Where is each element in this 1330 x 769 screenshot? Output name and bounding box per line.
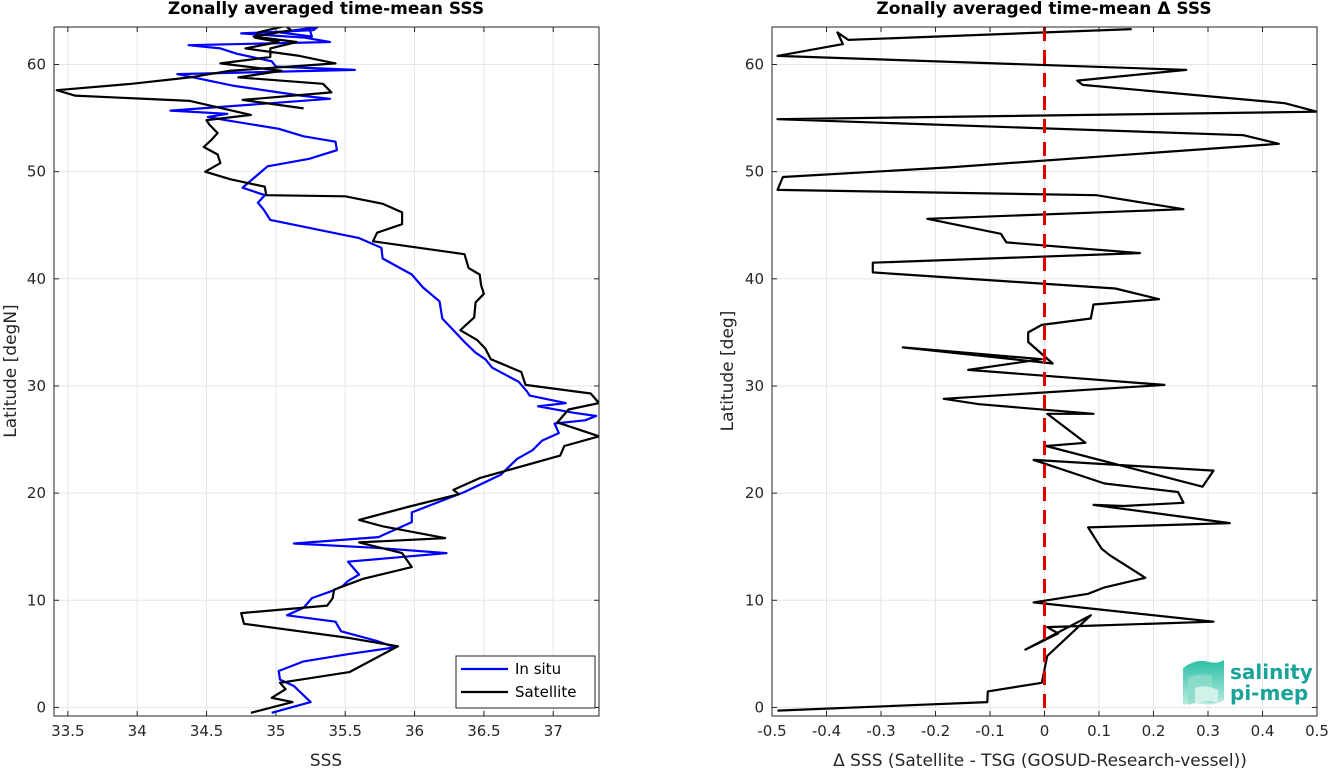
y-tick-label: 30 bbox=[27, 377, 46, 395]
x-tick-label: 36 bbox=[405, 722, 424, 740]
y-tick-label: 30 bbox=[745, 377, 764, 395]
x-tick-label: -0.2 bbox=[921, 722, 950, 740]
legend-box bbox=[455, 655, 596, 709]
x-tick-label: 36.5 bbox=[467, 722, 500, 740]
y-tick-label: 0 bbox=[754, 698, 764, 716]
y-tick-label: 10 bbox=[745, 591, 764, 609]
logo-mark-icon bbox=[1183, 660, 1224, 705]
y-tick-label: 0 bbox=[36, 698, 46, 716]
series-line-satellite bbox=[55, 27, 599, 714]
y-tick-label: 40 bbox=[27, 270, 46, 288]
y-tick-label: 20 bbox=[745, 484, 764, 502]
series-line-in-situ bbox=[169, 27, 598, 714]
left-chart-title: Zonally averaged time-mean SSS bbox=[168, 0, 484, 19]
logo-text-pi-mep: pi-mep bbox=[1230, 681, 1308, 705]
y-tick-label: 50 bbox=[27, 163, 46, 181]
y-tick-label: 60 bbox=[27, 56, 46, 74]
y-tick-label: 10 bbox=[27, 591, 46, 609]
x-tick-label: 34.5 bbox=[190, 722, 223, 740]
left-grid bbox=[54, 27, 599, 716]
y-tick-label: 60 bbox=[745, 56, 764, 74]
x-tick-label: 0.4 bbox=[1251, 722, 1275, 740]
y-tick-label: 50 bbox=[745, 163, 764, 181]
left-series-group bbox=[55, 27, 599, 714]
x-tick-label: 0.2 bbox=[1142, 722, 1166, 740]
left-y-axis-label: Latitude [degN] bbox=[1, 304, 21, 437]
x-tick-label: 37 bbox=[544, 722, 563, 740]
right-chart-panel: -0.5 -0.4 -0.3 -0.2 -0.1 0 0.1 0.2 0.3 0.4 0.5 0 10 2… bbox=[718, 0, 1329, 769]
left-chart-panel: 33.5 34 34.5 35 35.5 36 36.5 37 0 10 20 30 40 50 60 Zo… bbox=[1, 0, 600, 769]
x-tick-label: -0.3 bbox=[866, 722, 895, 740]
right-y-axis-label: Latitude [deg] bbox=[718, 311, 738, 432]
y-tick-label: 20 bbox=[27, 484, 46, 502]
x-tick-label: 33.5 bbox=[51, 722, 84, 740]
left-plot-area bbox=[54, 27, 599, 716]
x-tick-label: 0.5 bbox=[1305, 722, 1329, 740]
left-ticks: 33.5 34 34.5 35 35.5 36 36.5 37 0 10 20 30 40 50 60 bbox=[27, 27, 599, 740]
right-series-group bbox=[776, 27, 1317, 716]
right-x-axis-label: Δ SSS (Satellite - TSG (GOSUD-Research-v… bbox=[833, 751, 1247, 769]
legend: In situ Satellite bbox=[455, 655, 596, 709]
left-x-axis-label: SSS bbox=[310, 751, 342, 769]
logo-text-salinity: salinity bbox=[1230, 660, 1313, 684]
right-chart-title: Zonally averaged time-mean Δ SSS bbox=[876, 0, 1211, 19]
series-line-delta-sss bbox=[776, 28, 1317, 712]
x-tick-label: -0.4 bbox=[812, 722, 841, 740]
y-tick-label: 40 bbox=[745, 270, 764, 288]
left-plot-frame bbox=[53, 26, 600, 717]
salinity-pi-mep-logo: salinity pi-mep bbox=[1183, 660, 1313, 705]
x-tick-label: 0.1 bbox=[1087, 722, 1111, 740]
x-tick-label: 0 bbox=[1040, 722, 1050, 740]
legend-label-satellite: Satellite bbox=[515, 683, 576, 701]
x-tick-label: 34 bbox=[128, 722, 147, 740]
legend-label-in-situ: In situ bbox=[515, 660, 561, 678]
x-tick-label: 35 bbox=[266, 722, 285, 740]
right-ticks: -0.5 -0.4 -0.3 -0.2 -0.1 0 0.1 0.2 0.3 0.4 0.5 0 10 2… bbox=[745, 27, 1329, 740]
x-tick-label: 0.3 bbox=[1196, 722, 1220, 740]
x-tick-label: -0.1 bbox=[975, 722, 1004, 740]
x-tick-label: 35.5 bbox=[329, 722, 362, 740]
x-tick-label: -0.5 bbox=[757, 722, 786, 740]
